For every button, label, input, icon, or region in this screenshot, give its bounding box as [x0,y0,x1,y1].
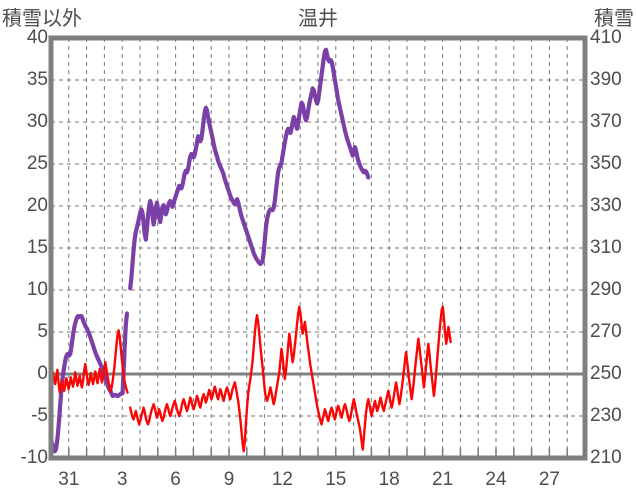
chart-title: 温井 [298,8,338,30]
y-axis-left-tick-label: 15 [26,237,48,258]
y-axis-left-tick-label: 10 [26,279,48,300]
x-axis-tick-label: 9 [223,469,235,490]
x-axis-tick-label: 18 [378,469,400,490]
x-axis-tick-label: 27 [538,469,560,490]
y-axis-right-tick-label: 350 [590,153,622,174]
data-series [49,47,452,454]
x-axis-tick-label: 24 [485,469,507,490]
y-axis-right-tick-label: 390 [590,69,622,90]
axis-tick-marks [50,448,586,456]
y-axis-left-tick-label: 30 [26,111,48,132]
x-axis-tick-label: 21 [432,469,454,490]
y-axis-left-tick-label: 35 [26,69,48,90]
x-axis-tick-label: 15 [325,469,347,490]
left-axis-title: 積雪以外 [2,8,82,30]
y-axis-right-tick-label: 270 [590,321,622,342]
x-axis-tick-label: 31 [58,469,80,490]
y-axis-left-tick-label: 0 [37,363,48,384]
y-axis-right-tick-label: 250 [590,363,622,384]
y-axis-right-tick-label: 310 [590,237,622,258]
x-axis-tick-label: 6 [170,469,181,490]
y-axis-right-tick-label: 330 [590,195,622,216]
y-axis-left-tick-label: 40 [26,27,48,48]
x-axis-tick-label: 12 [271,469,293,490]
y-axis-right-tick-label: 290 [590,279,622,300]
y-axis-left-tick-label: 20 [26,195,48,216]
y-axis-left-tick-label: 5 [37,321,48,342]
y-axis-right-tick-label: 370 [590,111,622,132]
y-axis-left-tick-label: 25 [26,153,48,174]
y-axis-left-tick-label: -5 [31,405,48,426]
y-axis-right-tick-label: 230 [590,405,622,426]
y-axis-right-tick-label: 210 [590,447,622,468]
x-axis-tick-label: 3 [116,469,128,490]
right-axis-title: 積雪 [594,8,634,30]
plot-frame [48,35,588,461]
y-axis-left-tick-label: -10 [20,447,48,468]
y-axis-right-tick-label: 410 [590,27,622,48]
